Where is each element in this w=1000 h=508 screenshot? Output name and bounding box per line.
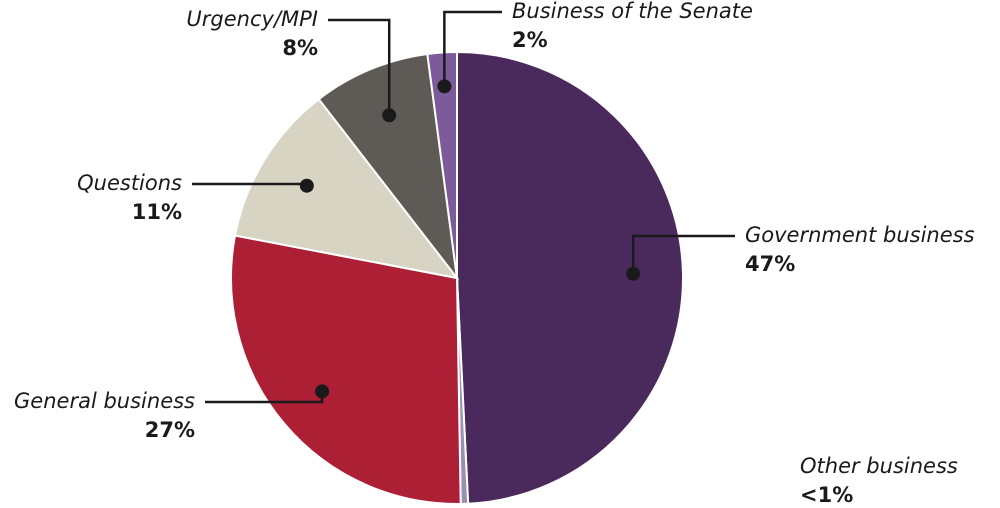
slice-label: Urgency/MPI: [186, 7, 318, 31]
slice-value: 11%: [132, 200, 182, 224]
leader-dot: [315, 384, 330, 399]
leader-line: [443, 10, 502, 87]
slice-label: Questions: [77, 171, 182, 195]
slice-value: 47%: [745, 252, 795, 276]
pie-slice: [230, 234, 462, 505]
slice-label: General business: [14, 389, 195, 413]
leader-dot: [437, 79, 452, 94]
leader-line: [631, 234, 735, 274]
slice-label: Business of the Senate: [512, 0, 753, 23]
leader-dot: [299, 178, 314, 193]
slice-value: 27%: [145, 418, 195, 442]
slice-label: Government business: [745, 223, 975, 247]
slice-label: Other business: [800, 454, 958, 478]
leader-dot: [382, 108, 397, 123]
leader-line: [328, 18, 391, 116]
pie-slice: [317, 52, 459, 282]
pie-slice: [426, 50, 458, 279]
slice-value: 2%: [512, 28, 548, 52]
leader-dot: [626, 266, 641, 281]
slice-value: 8%: [282, 36, 318, 60]
pie-slice: [456, 50, 684, 505]
slice-value: <1%: [800, 483, 853, 507]
pie-slice: [233, 97, 460, 280]
